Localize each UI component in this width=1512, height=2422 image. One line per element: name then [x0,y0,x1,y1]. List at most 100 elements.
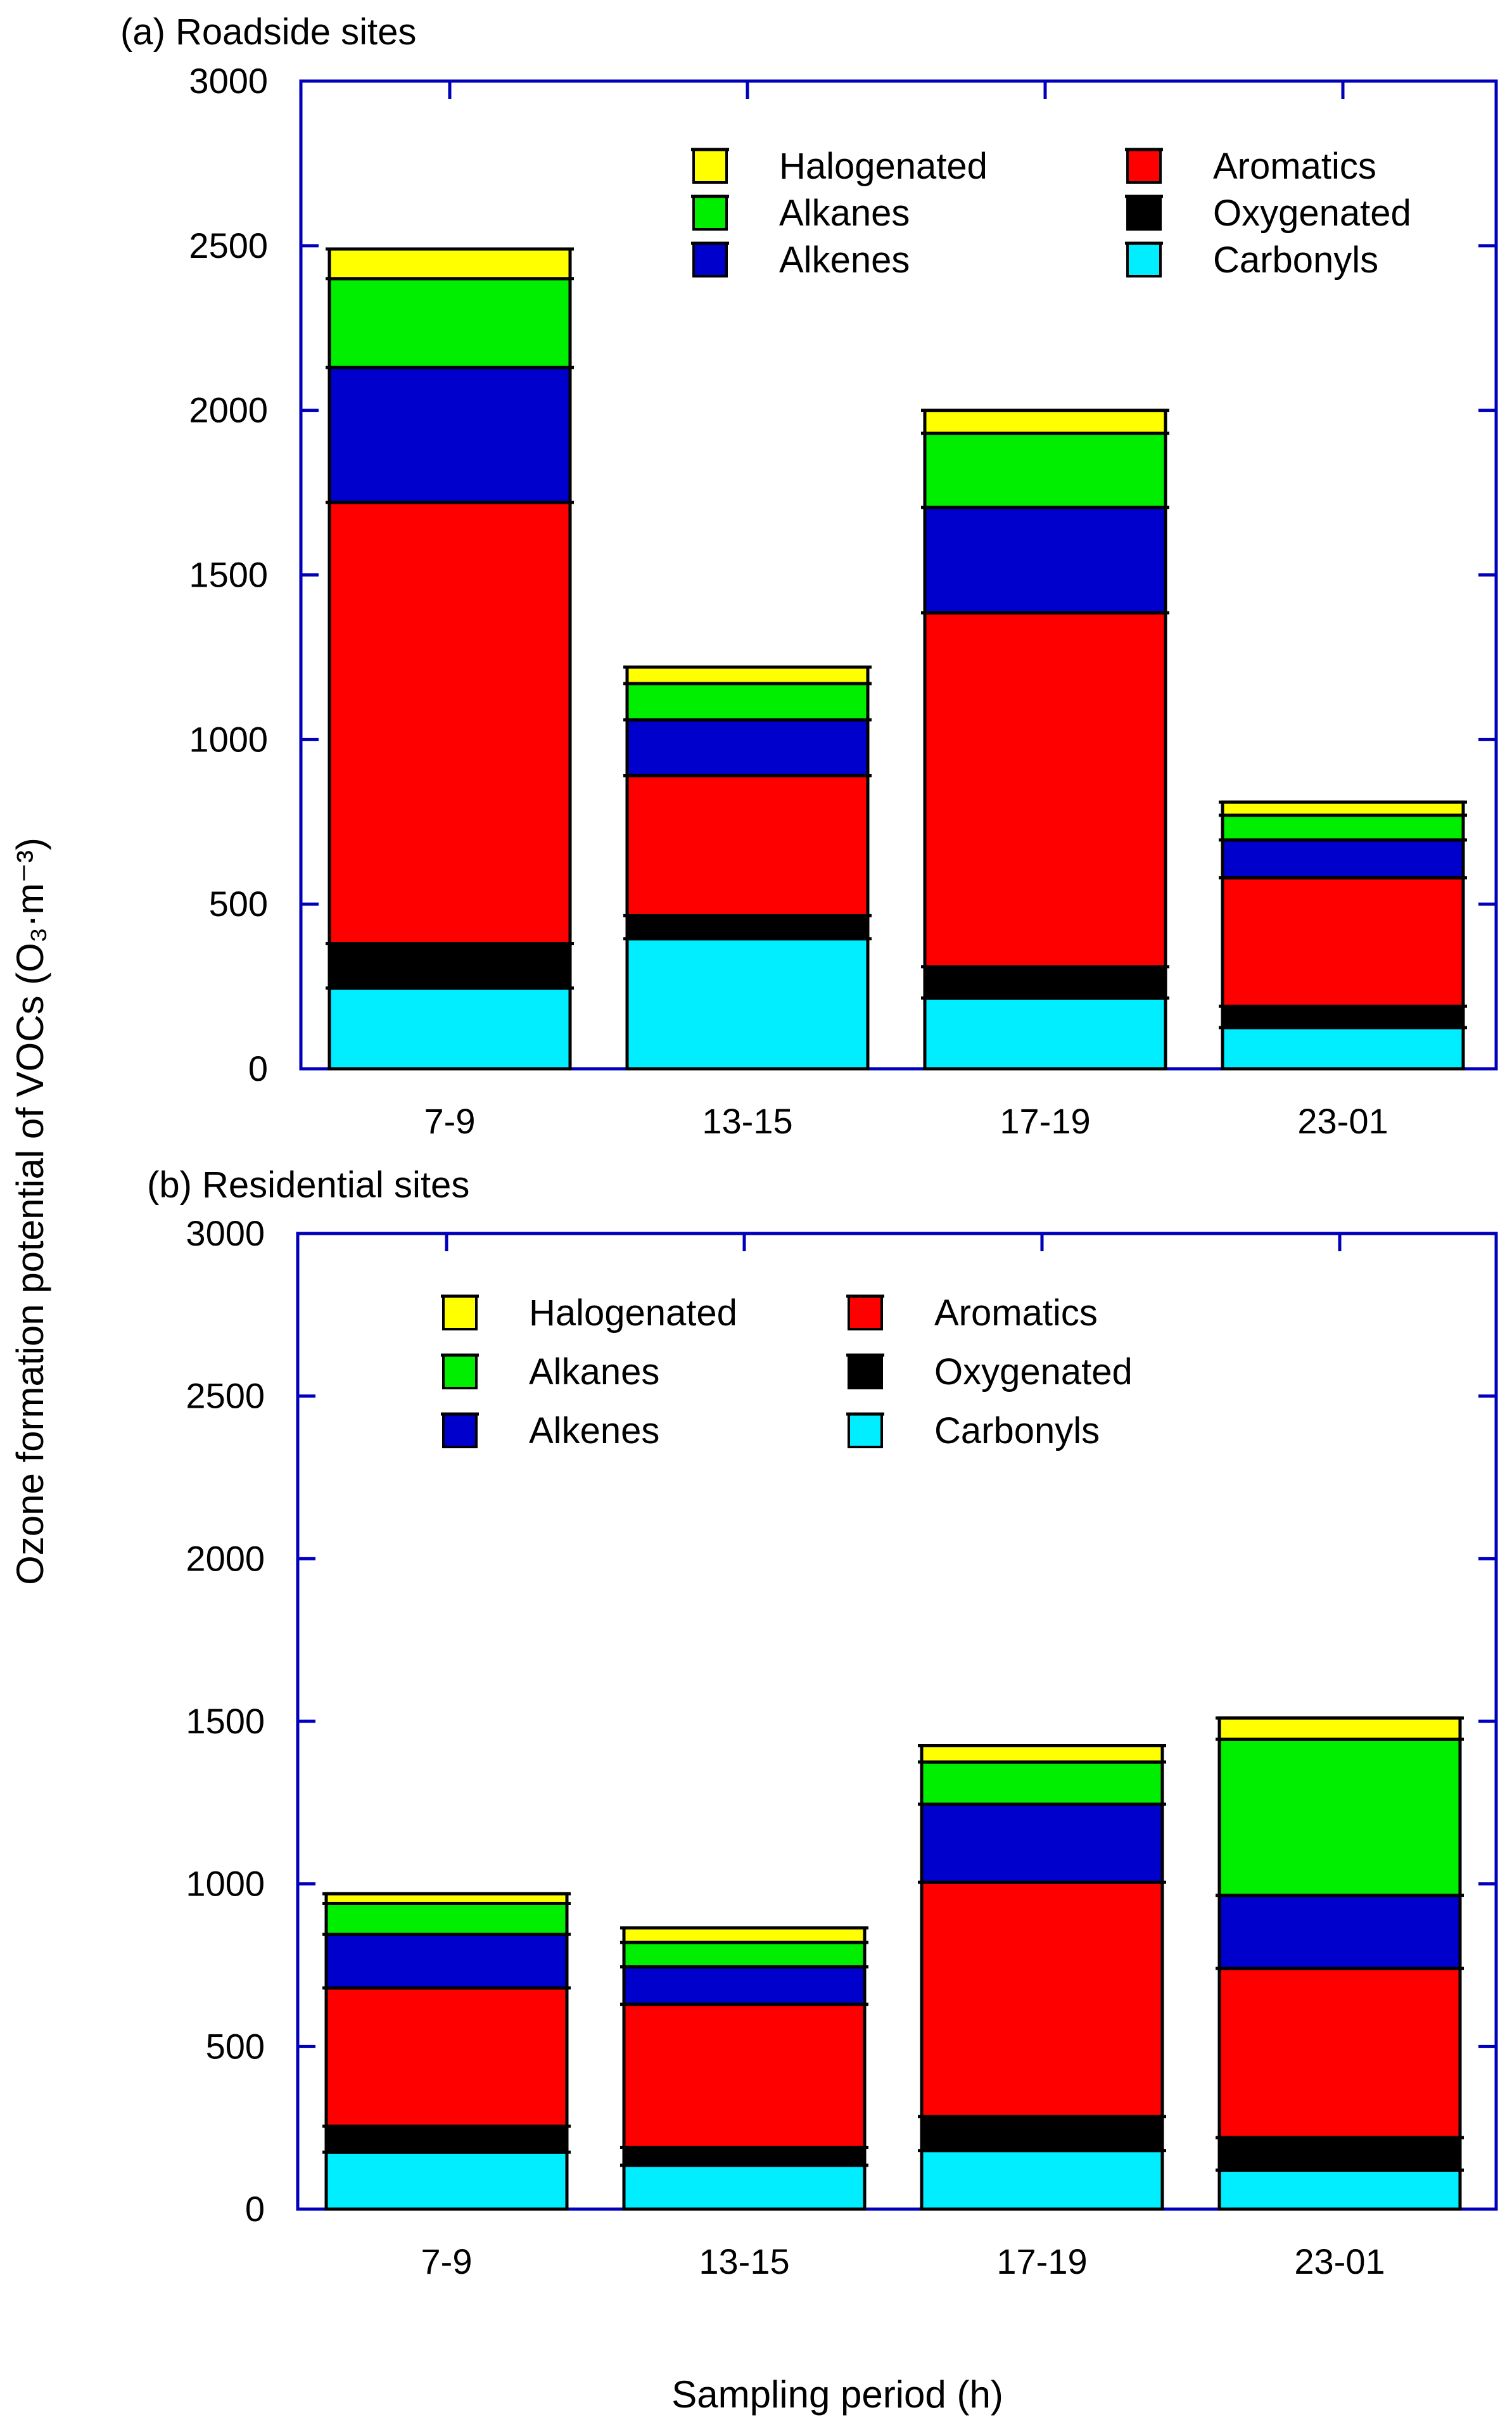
legend-label-halogenated: Halogenated [529,1292,737,1334]
legend: Halogenated Alkanes Alkenes Aromatics Oxygen… [441,1292,1133,1451]
bar-segment-halogenated-17-19 [920,1744,1164,1764]
bar-segment-oxygenated-17-19 [923,965,1167,1000]
x-tick-label: 7-9 [421,2241,473,2281]
bar-segment-carbonyls-17-19 [923,996,1167,1071]
legend-label-aromatics: Aromatics [934,1292,1098,1334]
legend-label-carbonyls: Carbonyls [1213,239,1378,281]
bar-segment-alkanes-13-15 [622,1941,867,1969]
bar-segment-alkanes-17-19 [923,431,1167,509]
bar-segment-alkenes-23-01 [1221,838,1465,880]
legend-label-alkenes: Alkenes [779,239,910,281]
legend-swatch-alkanes [692,195,728,231]
bar-segment-carbonyls-7-9 [327,986,572,1071]
x-tick-label: 7-9 [424,1101,476,1141]
bar-segment-alkanes-7-9 [327,277,572,369]
bar-segment-aromatics-13-15 [625,774,870,917]
legend-swatch-carbonyls [848,1413,883,1448]
bar-segment-aromatics-17-19 [923,611,1167,969]
bar-segment-carbonyls-13-15 [622,2164,867,2211]
y-tick-label: 0 [248,1048,268,1088]
panels: (a) Roadside sites 0 500 1000 1500 2000 2500 30… [120,11,1498,2281]
bar-segment-halogenated-23-01 [1221,800,1465,817]
legend-swatch-alkanes [442,1354,478,1389]
legend-swatch-carbonyls [1126,242,1162,277]
y-tick-label: 500 [206,2026,265,2066]
legend-label-oxygenated: Oxygenated [934,1351,1133,1393]
legend-label-carbonyls: Carbonyls [934,1410,1100,1451]
bar-segment-alkanes-13-15 [625,682,870,722]
bar-segment-alkenes-17-19 [920,1802,1164,1884]
bar-segment-carbonyls-13-15 [625,937,870,1071]
bar-segment-aromatics-23-01 [1217,1966,1462,2139]
bar-segment-carbonyls-23-01 [1217,2168,1462,2211]
legend-label-alkenes: Alkenes [529,1410,659,1451]
bar-segment-oxygenated-7-9 [324,2124,569,2154]
bar-segment-aromatics-7-9 [327,500,572,946]
legend-label-oxygenated: Oxygenated [1213,193,1411,234]
x-axis-label: Sampling period (h) [671,2373,1003,2416]
x-tick-label: 17-19 [1000,1101,1090,1141]
y-tick-label: 2500 [186,1376,265,1416]
bar-segment-alkenes-13-15 [625,718,870,777]
y-tick-label: 2000 [189,390,268,430]
panel-title: (b) Residential sites [147,1164,469,1206]
bar-segment-alkanes-23-01 [1217,1737,1462,1897]
bar-segment-alkenes-7-9 [324,1932,569,1990]
y-tick-label: 1000 [186,1864,265,1904]
bar-segment-aromatics-7-9 [324,1986,569,2128]
panel-b: (b) Residential sites 0 500 1000 1500 2000 250… [147,1164,1498,2281]
legend-label-aromatics: Aromatics [1213,146,1376,187]
bar-segment-oxygenated-13-15 [625,914,870,941]
y-axis-label: Ozone formation potential of VOCs (O₃·m⁻… [9,838,51,1585]
y-tick-label: 2000 [186,1538,265,1578]
legend-swatch-alkenes [442,1413,478,1448]
bar-segment-alkanes-17-19 [920,1760,1164,1806]
legend-swatch-halogenated [692,148,728,184]
y-tick-label: 500 [209,884,268,924]
bar-segment-aromatics-23-01 [1221,876,1465,1008]
y-tick-label: 2500 [189,226,268,265]
legend-swatch-aromatics [1126,148,1162,184]
bar-segment-oxygenated-17-19 [920,2115,1164,2153]
bar-segment-carbonyls-17-19 [920,2149,1164,2211]
legend-swatch-halogenated [442,1295,478,1330]
legend-swatch-alkenes [692,242,728,277]
x-tick-label: 17-19 [996,2241,1087,2281]
bar-segment-alkenes-13-15 [622,1965,867,2006]
bar-segment-oxygenated-23-01 [1217,2136,1462,2172]
bar-segment-oxygenated-13-15 [622,2145,867,2167]
y-tick-label: 0 [245,2189,265,2229]
x-tick-label: 23-01 [1297,1101,1388,1141]
bar-segment-oxygenated-23-01 [1221,1004,1465,1029]
bar-segment-halogenated-13-15 [622,1926,867,1944]
bar-segment-aromatics-13-15 [622,2003,867,2149]
bar-segment-aromatics-17-19 [920,1880,1164,2119]
legend-swatch-oxygenated [848,1354,883,1389]
bar-segment-carbonyls-23-01 [1221,1026,1465,1071]
panel-a: (a) Roadside sites 0 500 1000 1500 2000 2500 30… [120,11,1498,1141]
bar-segment-oxygenated-7-9 [327,942,572,990]
bar-segment-halogenated-17-19 [923,409,1167,435]
legend: Halogenated Alkanes Alkenes Aromatics Oxygen… [691,146,1411,281]
bar-segment-halogenated-7-9 [327,247,572,281]
legend-swatch-oxygenated [1126,195,1162,231]
x-tick-label: 13-15 [699,2241,789,2281]
y-tick-label: 1500 [189,555,268,595]
panel-title: (a) Roadside sites [120,11,416,53]
legend-label-alkanes: Alkanes [779,193,910,234]
x-tick-label: 13-15 [702,1101,792,1141]
x-tick-label: 23-01 [1294,2241,1385,2281]
bar-segment-alkanes-23-01 [1221,813,1465,842]
bar-segment-carbonyls-7-9 [324,2150,569,2211]
legend-swatch-aromatics [848,1295,883,1330]
y-tick-label: 1000 [189,719,268,759]
bar-segment-halogenated-13-15 [625,665,870,685]
legend-label-alkanes: Alkanes [529,1351,659,1393]
legend-label-halogenated: Halogenated [779,146,988,187]
y-tick-label: 1500 [186,1701,265,1741]
bar-segment-alkenes-7-9 [327,366,572,504]
bar-segment-halogenated-23-01 [1217,1716,1462,1741]
y-tick-label: 3000 [186,1213,265,1253]
bar-segment-alkanes-7-9 [324,1901,569,1936]
